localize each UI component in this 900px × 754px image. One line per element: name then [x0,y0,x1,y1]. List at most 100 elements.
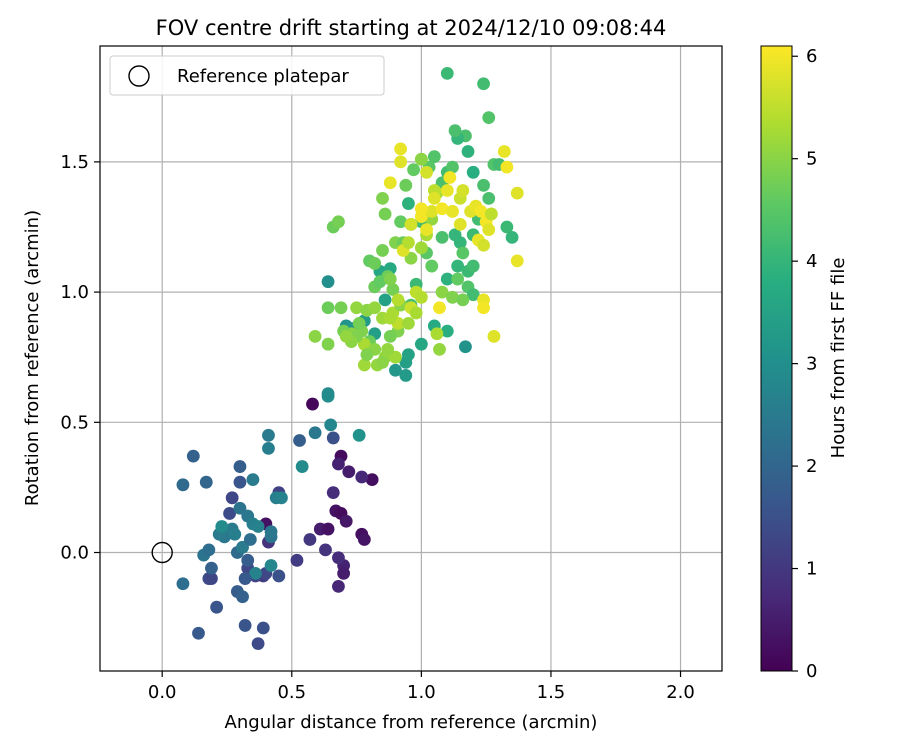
data-point [402,197,415,210]
data-point [321,387,335,401]
data-point [272,569,286,583]
x-axis-ticks: 0.0 0.5 1.0 1.5 2.0 [148,671,695,703]
data-point [386,283,400,296]
data-point [482,191,496,205]
colorbar-label: Hours from first FF file [828,258,849,459]
data-point [308,426,322,440]
data-point [210,600,224,614]
data-point [451,272,465,286]
data-point [394,155,408,169]
y-tick-label: 1.0 [60,282,89,303]
data-point [215,520,229,533]
colorbar: 0 1 2 3 4 5 6 Hours from first FF file [760,45,849,682]
colorbar-tick-label: 4 [806,251,817,272]
data-point [456,246,470,260]
legend-entry-reference: Reference platepar [177,66,349,87]
data-point [249,566,262,580]
colorbar-tick-label: 2 [806,456,817,477]
data-point [433,301,446,315]
data-point [368,301,382,315]
data-point [414,337,428,351]
x-tick-label: 0.5 [277,682,306,703]
data-point [236,540,249,554]
data-point [402,316,415,330]
data-point [378,207,392,221]
data-point [192,626,205,640]
data-point [500,220,514,234]
y-tick-label: 0.0 [60,543,89,564]
data-point [414,152,428,166]
data-point [262,428,275,442]
data-point [326,486,340,500]
data-point [414,241,428,255]
reference-point-marker [151,541,173,564]
colorbar-tick-label: 0 [806,661,817,682]
data-point [186,449,200,463]
data-point [357,337,371,351]
data-point [326,431,340,445]
data-point [399,178,413,192]
data-point [334,301,348,315]
data-point [205,561,218,575]
data-point [459,340,472,354]
data-point [225,491,239,505]
data-point [453,217,467,231]
data-point [446,290,459,304]
data-point [477,238,490,252]
legend-marker-icon [128,65,150,87]
reference-marker-layer [151,541,173,564]
data-point [228,527,242,541]
data-point [176,577,190,591]
data-point [332,457,345,471]
data-point [399,369,413,382]
data-point [321,522,335,536]
data-point [321,301,335,315]
data-point [233,475,247,489]
data-point [402,348,415,361]
data-point [368,257,382,270]
data-point [243,533,257,546]
data-point [427,150,441,164]
data-point [360,348,374,361]
data-point [474,204,488,218]
colorbar-ticks: 0 1 2 3 4 5 6 [792,46,817,682]
colorbar-tick-label: 6 [806,46,817,67]
data-point [448,124,462,138]
data-point [337,566,351,580]
data-point [262,441,275,455]
data-point [378,293,392,307]
colorbar-gradient [760,45,793,672]
data-point [484,207,498,221]
data-point [352,428,366,442]
data-point [510,186,524,200]
data-point [342,465,356,479]
data-point [238,572,252,585]
data-point [383,329,397,343]
data-point [456,293,470,307]
data-point [446,204,459,218]
data-point [477,178,490,192]
data-point [373,275,387,289]
data-point [306,397,319,411]
data-point [477,301,490,315]
data-point [256,621,270,635]
x-tick-label: 1.0 [407,682,436,703]
legend-box [109,55,385,96]
data-point [427,191,441,205]
data-point [290,553,304,567]
colorbar-tick-label: 5 [806,149,817,170]
data-point [241,553,255,567]
data-point [199,475,213,489]
data-point [407,163,420,177]
data-point [308,329,322,343]
data-point [275,491,288,505]
data-point [414,290,428,304]
data-point [435,231,449,244]
data-point [350,301,363,315]
data-point [404,251,418,265]
data-point [402,236,415,250]
data-point [376,191,389,205]
data-point [176,478,190,492]
data-point [251,520,265,533]
